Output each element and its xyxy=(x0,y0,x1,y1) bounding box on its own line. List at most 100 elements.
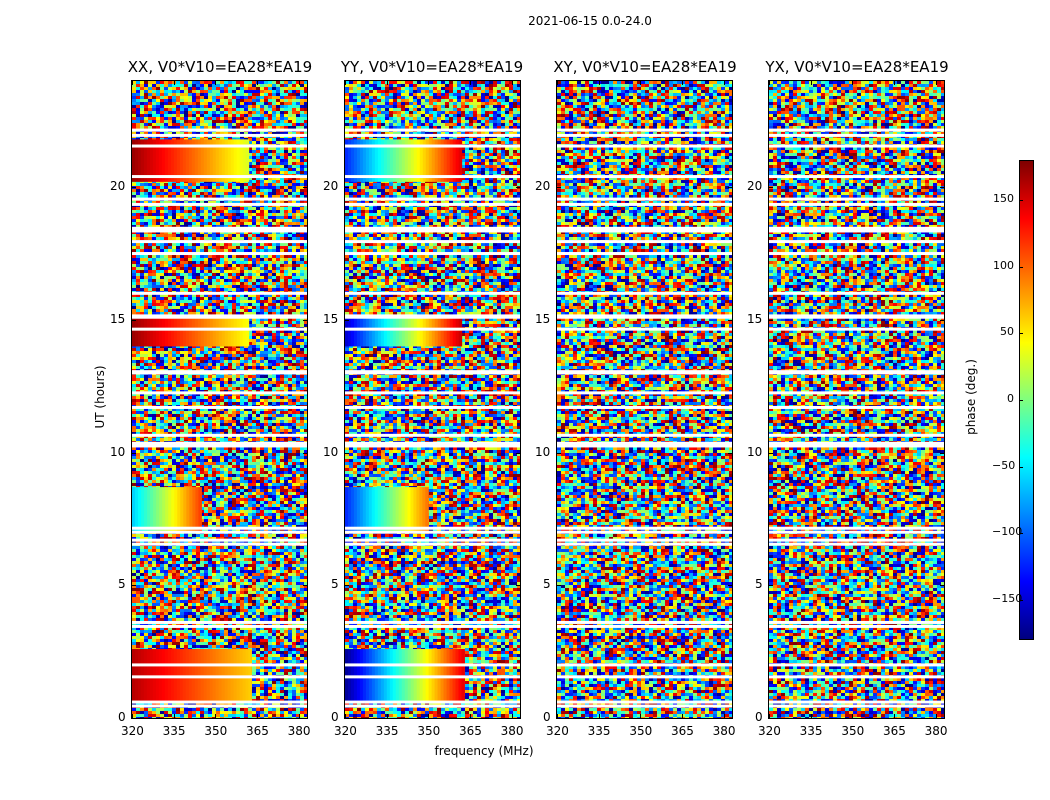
flagged-row xyxy=(345,197,520,201)
y-tick-mark xyxy=(940,452,945,454)
y-tick-mark xyxy=(344,585,349,587)
flagged-row xyxy=(769,663,944,667)
flagged-row xyxy=(132,202,307,206)
x-tick-mark xyxy=(640,80,642,85)
flagged-row xyxy=(345,327,520,331)
flagged-row xyxy=(345,226,520,230)
y-tick-mark xyxy=(303,718,308,719)
y-axis-label: UT (hours) xyxy=(93,327,107,467)
x-tick-label: 380 xyxy=(713,724,736,738)
flagged-row xyxy=(345,252,520,256)
flagged-row xyxy=(132,620,307,624)
flagged-row xyxy=(769,197,944,201)
flagged-row xyxy=(557,391,732,395)
x-tick-mark xyxy=(557,80,558,85)
flagged-row xyxy=(557,405,732,409)
y-tick-label: 0 xyxy=(543,710,551,724)
heatmap-svg-yy xyxy=(345,81,520,718)
x-tick-label: 380 xyxy=(501,724,524,738)
flagged-row xyxy=(769,391,944,395)
flagged-row xyxy=(345,441,520,445)
colorbar-tick-mark xyxy=(1019,200,1023,201)
x-tick-label: 320 xyxy=(546,724,569,738)
flagged-row xyxy=(557,197,732,201)
flagged-row xyxy=(769,675,944,679)
y-tick-label: 20 xyxy=(110,179,125,193)
flagged-row xyxy=(557,542,732,546)
y-tick-mark xyxy=(516,452,521,454)
heatmap-svg-yx xyxy=(769,81,944,718)
flagged-row xyxy=(345,704,520,708)
x-tick-label: 335 xyxy=(800,724,823,738)
x-tick-label: 335 xyxy=(163,724,186,738)
y-tick-label: 10 xyxy=(323,445,338,459)
flagged-row xyxy=(769,327,944,331)
flagged-row xyxy=(557,252,732,256)
x-tick-mark xyxy=(386,80,388,85)
y-tick-mark xyxy=(768,585,773,587)
heatmap-svg-xy xyxy=(557,81,732,718)
flagged-row xyxy=(557,624,732,628)
flagged-row xyxy=(557,441,732,445)
x-axis-label: frequency (MHz) xyxy=(384,744,584,758)
x-tick-mark xyxy=(810,80,812,85)
x-tick-mark xyxy=(345,80,346,85)
colorbar-tick-mark xyxy=(1019,266,1023,268)
y-tick-mark xyxy=(131,187,136,189)
x-tick-mark xyxy=(852,80,854,85)
y-tick-label: 10 xyxy=(535,445,550,459)
x-tick-mark xyxy=(640,714,642,719)
flagged-row xyxy=(132,542,307,546)
flagged-row xyxy=(769,133,944,137)
y-tick-label: 15 xyxy=(110,312,125,326)
flagged-row xyxy=(769,229,944,233)
y-tick-label: 5 xyxy=(755,577,763,591)
x-tick-mark xyxy=(894,80,895,85)
colorbar-tick-label: −150 xyxy=(992,592,1022,605)
x-tick-mark xyxy=(257,714,258,719)
y-tick-mark xyxy=(556,319,561,321)
colorbar-tick-mark xyxy=(1019,466,1023,468)
coherent-phase-block xyxy=(132,139,250,182)
flagged-row xyxy=(345,128,520,132)
y-tick-mark xyxy=(728,187,733,189)
flagged-row xyxy=(557,675,732,679)
y-tick-mark xyxy=(728,585,733,587)
y-tick-label: 5 xyxy=(118,577,126,591)
flagged-row xyxy=(345,391,520,395)
y-tick-label: 15 xyxy=(747,312,762,326)
flagged-row xyxy=(345,663,520,667)
y-tick-mark xyxy=(728,319,733,321)
colorbar-tick-mark xyxy=(1019,533,1023,535)
flagged-row xyxy=(769,175,944,179)
panel-title-xx: XX, V0*V10=EA28*EA19 xyxy=(100,58,340,76)
flagged-row xyxy=(557,700,732,704)
colorbar-tick-mark xyxy=(1019,400,1023,401)
colorbar-tick-label: 50 xyxy=(992,325,1014,338)
x-tick-label: 365 xyxy=(883,724,906,738)
x-tick-mark xyxy=(723,714,725,719)
flagged-row xyxy=(132,144,307,148)
panel-title-yy: YY, V0*V10=EA28*EA19 xyxy=(312,58,552,76)
flagged-row xyxy=(557,128,732,132)
x-tick-mark xyxy=(511,714,513,719)
y-tick-mark xyxy=(556,452,561,454)
flagged-row xyxy=(769,704,944,708)
y-tick-mark xyxy=(303,452,308,454)
flagged-row xyxy=(557,202,732,206)
flagged-row xyxy=(769,538,944,542)
x-tick-label: 350 xyxy=(204,724,227,738)
flagged-row xyxy=(557,175,732,179)
y-tick-mark xyxy=(516,585,521,587)
flagged-row xyxy=(557,370,732,374)
y-tick-label: 5 xyxy=(543,577,551,591)
x-tick-label: 365 xyxy=(459,724,482,738)
x-tick-label: 380 xyxy=(925,724,948,738)
y-tick-label: 20 xyxy=(323,179,338,193)
x-tick-label: 365 xyxy=(671,724,694,738)
x-tick-label: 320 xyxy=(758,724,781,738)
x-tick-mark xyxy=(723,80,725,85)
flagged-row xyxy=(345,700,520,704)
flagged-row xyxy=(345,175,520,179)
flagged-row xyxy=(557,620,732,624)
